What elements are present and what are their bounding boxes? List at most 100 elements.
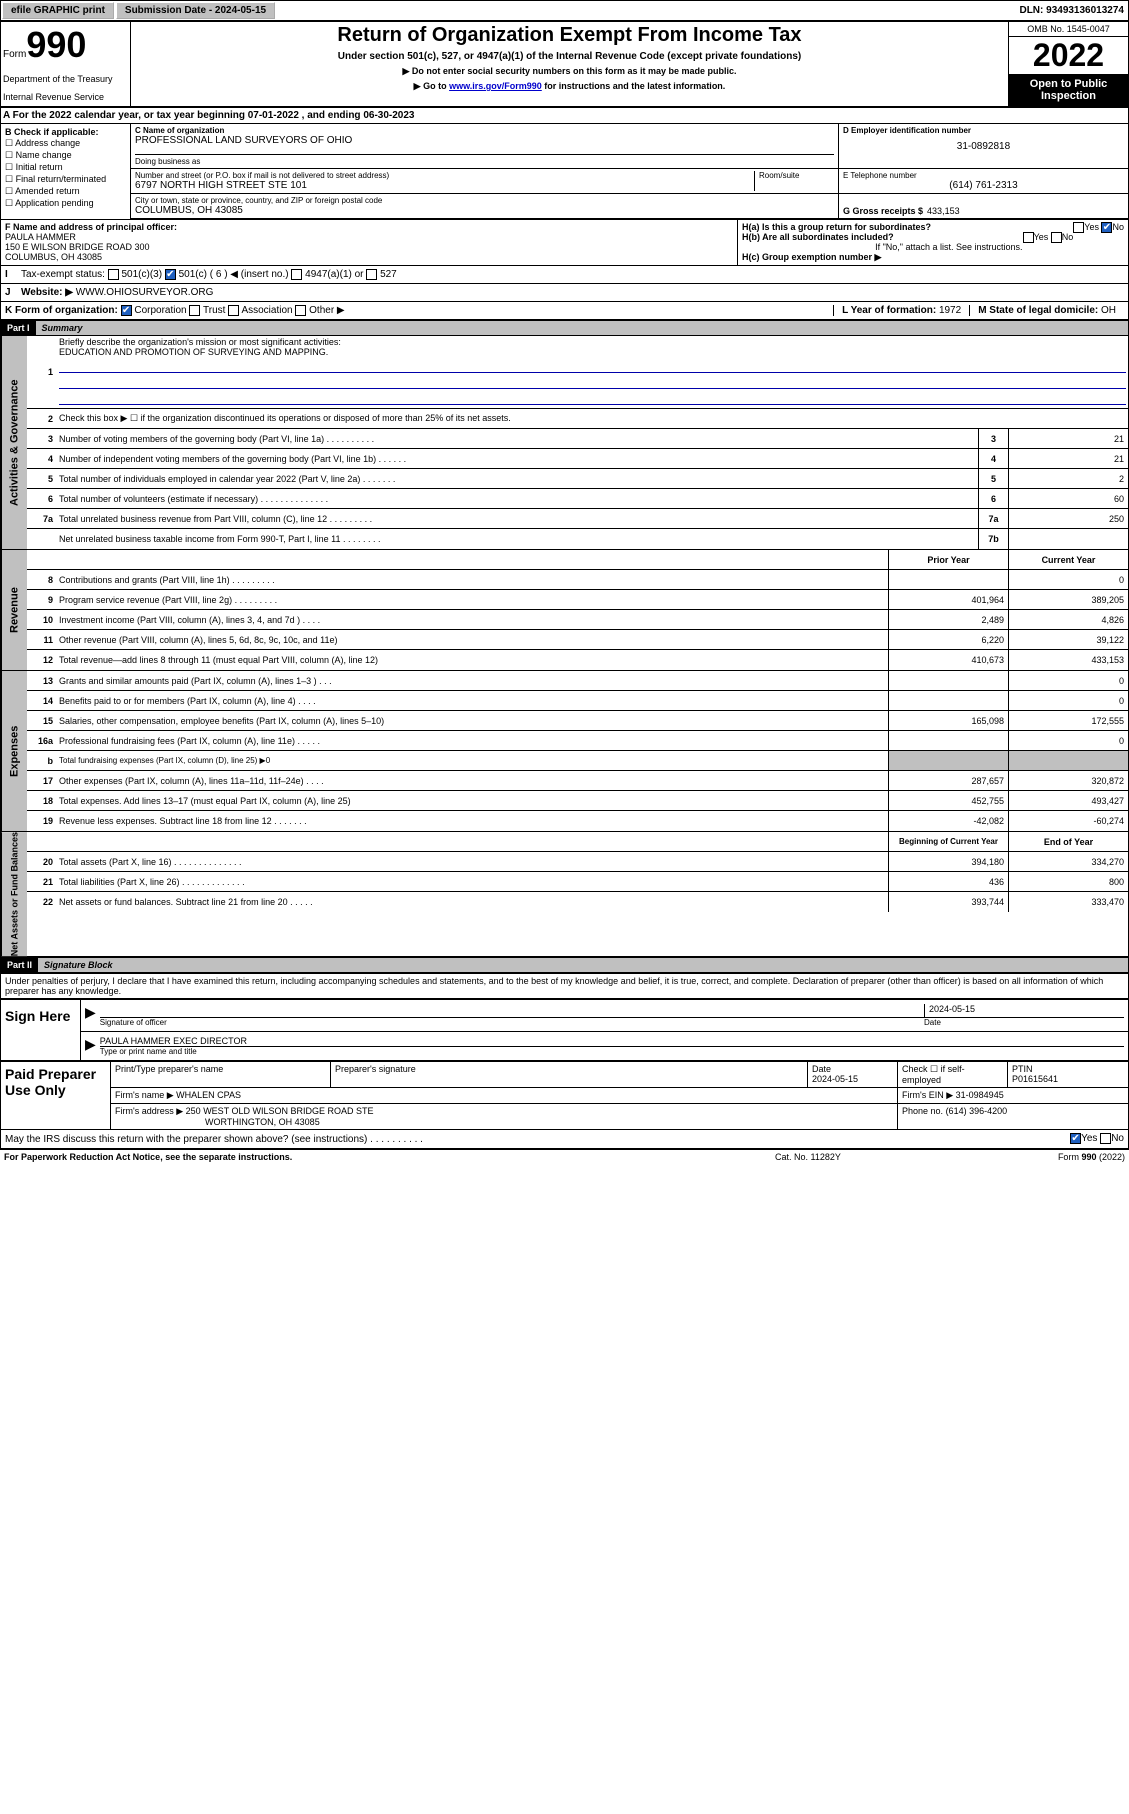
chk-initial-return[interactable]: ☐ Initial return [5,162,126,173]
chk-4947[interactable] [291,269,302,280]
irs-link[interactable]: www.irs.gov/Form990 [449,81,542,91]
amt-row: 20Total assets (Part X, line 16) . . . .… [27,852,1128,872]
state-domicile: OH [1101,305,1116,316]
row-fh: F Name and address of principal officer:… [0,219,1129,266]
footer: For Paperwork Reduction Act Notice, see … [0,1149,1129,1164]
line-i: I Tax-exempt status: 501(c)(3) ✔ 501(c) … [0,266,1129,284]
summary-rev: Revenue Prior Year Current Year 8Contrib… [0,550,1129,671]
officer-label: F Name and address of principal officer: [5,222,733,232]
part-ii-label: Part II [1,958,38,972]
part-i-title: Summary [36,321,1128,335]
paid-preparer-label: Paid Preparer Use Only [1,1062,111,1129]
amt-row: 18Total expenses. Add lines 13–17 (must … [27,791,1128,811]
row-byey-hdr: Beginning of Current Year End of Year [27,832,1128,852]
addr-label: Number and street (or P.O. box if mail i… [135,171,754,180]
chk-application-pending[interactable]: ☐ Application pending [5,198,126,209]
cat-no: Cat. No. 11282Y [775,1152,975,1162]
chk-trust[interactable] [189,305,200,316]
line-j: J Website: ▶ WWW.OHIOSURVEYOR.ORG [0,284,1129,302]
form-subtitle: Under section 501(c), 527, or 4947(a)(1)… [133,51,1006,62]
firm-phone: (614) 396-4200 [946,1106,1008,1116]
form-title-block: Return of Organization Exempt From Incom… [131,22,1008,106]
ha-yes-checkbox[interactable] [1073,222,1084,233]
b-header: B Check if applicable: [5,127,126,137]
hb-no-checkbox[interactable] [1051,232,1062,243]
chk-501c[interactable]: ✔ [165,269,176,280]
row-pycy-hdr: Prior Year Current Year [27,550,1128,570]
vtab-net-assets: Net Assets or Fund Balances [1,832,27,956]
city-label: City or town, state or province, country… [135,196,834,205]
gross-receipts-value: 433,153 [927,206,960,216]
amt-row: bTotal fundraising expenses (Part IX, co… [27,751,1128,771]
irs-label: Internal Revenue Service [3,92,128,102]
instructions-link-line: ▶ Go to www.irs.gov/Form990 for instruct… [133,81,1006,92]
may-yes-checkbox[interactable]: ✔ [1070,1133,1081,1144]
chk-527[interactable] [366,269,377,280]
officer-addr1: 150 E WILSON BRIDGE ROAD 300 [5,242,733,252]
end-year-hdr: End of Year [1008,832,1128,851]
phone-value: (614) 761-2313 [843,180,1124,191]
hb-yes-checkbox[interactable] [1023,232,1034,243]
current-year-hdr: Current Year [1008,550,1128,569]
prior-year-hdr: Prior Year [888,550,1008,569]
form-ref: Form 990 (2022) [975,1152,1125,1162]
gov-row: 6Total number of volunteers (estimate if… [27,489,1128,509]
ha-no-checkbox[interactable]: ✔ [1101,222,1112,233]
tax-year-range: A For the 2022 calendar year, or tax yea… [0,107,1129,124]
col-c: C Name of organization PROFESSIONAL LAND… [131,124,1128,219]
omb-number: OMB No. 1545-0047 [1009,22,1128,37]
phone-label: E Telephone number [843,171,1124,180]
beginning-year-hdr: Beginning of Current Year [888,832,1008,851]
chk-501c3[interactable] [108,269,119,280]
chk-other[interactable] [295,305,306,316]
summary-exp: Expenses 13Grants and similar amounts pa… [0,671,1129,832]
ptin: P01615641 [1012,1074,1124,1084]
summary-net: Net Assets or Fund Balances Beginning of… [0,832,1129,957]
row-1: 1 Briefly describe the organization's mi… [27,336,1128,409]
dba-label: Doing business as [135,157,834,166]
part-ii-title: Signature Block [38,958,1128,972]
vtab-expenses: Expenses [1,671,27,831]
chk-address-change[interactable]: ☐ Address change [5,138,126,149]
arrow-icon: ▶ [85,1036,96,1056]
paperwork-notice: For Paperwork Reduction Act Notice, see … [4,1152,775,1162]
efile-print-button[interactable]: efile GRAPHIC print [2,2,114,19]
arrow-icon: ▶ [85,1004,96,1027]
signer-name: PAULA HAMMER EXEC DIRECTOR [100,1036,1124,1047]
form-header: Form990 Department of the Treasury Inter… [0,21,1129,107]
hb-note: If "No," attach a list. See instructions… [742,242,1124,252]
chk-final-return[interactable]: ☐ Final return/terminated [5,174,126,185]
officer-addr2: COLUMBUS, OH 43085 [5,252,733,262]
amt-row: 12Total revenue—add lines 8 through 11 (… [27,650,1128,670]
hb-line: H(b) Are all subordinates included? Yes … [742,232,1124,242]
part-ii-header: Part II Signature Block [0,957,1129,973]
submission-date: Submission Date - 2024-05-15 [116,2,275,19]
ein-label: D Employer identification number [843,126,1124,135]
sign-date: 2024-05-15 [924,1004,1124,1017]
line-klm: K Form of organization: ✔ Corporation Tr… [0,302,1129,320]
vtab-governance: Activities & Governance [1,336,27,549]
ein-value: 31-0892818 [843,141,1124,152]
org-name-label: C Name of organization [135,126,834,135]
chk-name-change[interactable]: ☐ Name change [5,150,126,161]
year-formation: 1972 [939,305,961,316]
form-number: 990 [26,24,86,65]
firm-name: WHALEN CPAS [176,1090,241,1100]
may-no-checkbox[interactable] [1100,1133,1111,1144]
chk-amended-return[interactable]: ☐ Amended return [5,186,126,197]
gross-receipts-label: G Gross receipts $ [843,206,923,216]
gov-row: 3Number of voting members of the governi… [27,429,1128,449]
amt-row: 10Investment income (Part VIII, column (… [27,610,1128,630]
amt-row: 8Contributions and grants (Part VIII, li… [27,570,1128,590]
amt-row: 11Other revenue (Part VIII, column (A), … [27,630,1128,650]
chk-corp[interactable]: ✔ [121,305,132,316]
mission-text: EDUCATION AND PROMOTION OF SURVEYING AND… [59,347,1126,357]
paid-preparer-block: Paid Preparer Use Only Print/Type prepar… [0,1061,1129,1130]
form-year-block: OMB No. 1545-0047 2022 Open to Public In… [1008,22,1128,106]
form-title: Return of Organization Exempt From Incom… [133,24,1006,47]
website-value: WWW.OHIOSURVEYOR.ORG [76,287,214,298]
chk-assoc[interactable] [228,305,239,316]
amt-row: 21Total liabilities (Part X, line 26) . … [27,872,1128,892]
gov-row: Net unrelated business taxable income fr… [27,529,1128,549]
amt-row: 13Grants and similar amounts paid (Part … [27,671,1128,691]
